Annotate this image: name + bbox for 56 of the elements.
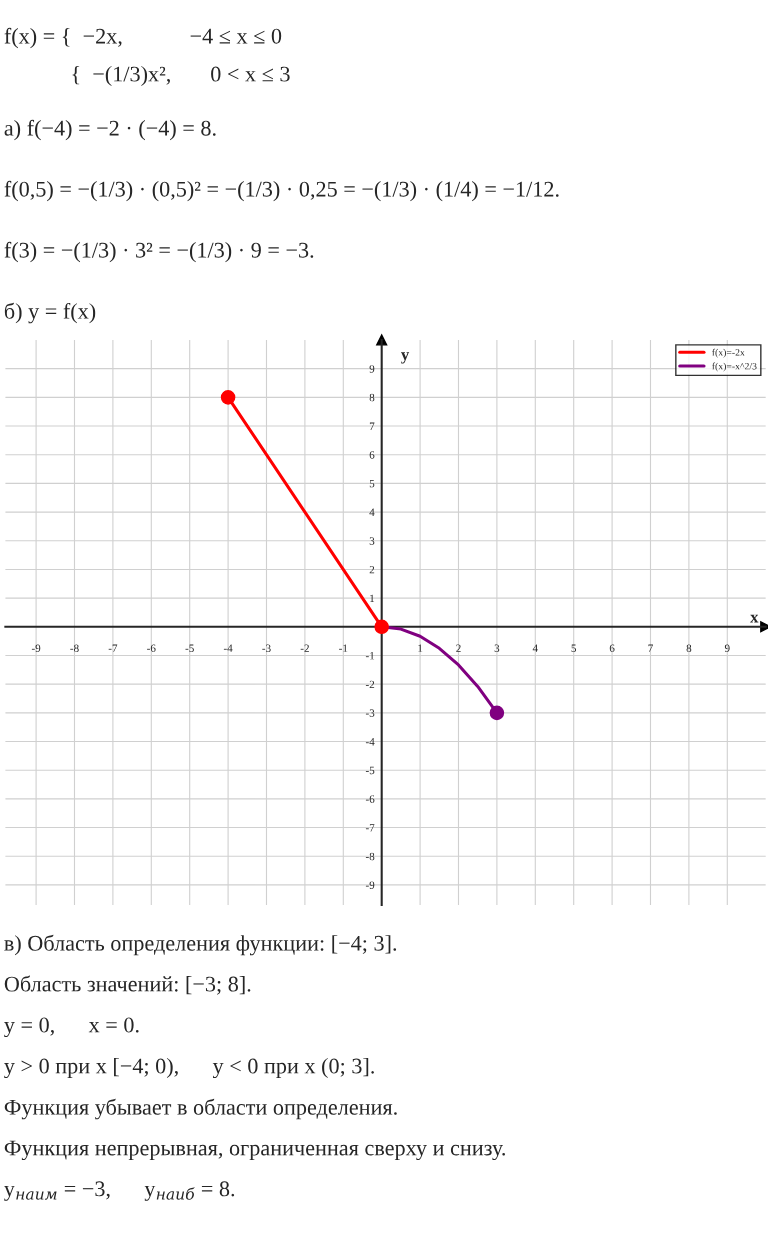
x-tick-label: -5 [185,644,194,652]
text: Область значений: [−3; 8]. [4,975,251,995]
x-tick-label: -7 [108,644,118,652]
y-tick-label: 2 [369,565,375,574]
x-tick-label: 3 [494,644,500,652]
x-tick-label: 9 [724,644,730,652]
y-tick-label: 5 [369,479,375,488]
x-tick-label: -9 [31,644,41,652]
x-tick-label: 4 [532,644,538,652]
legend-label: f(x)=-2x [712,348,745,358]
y-axis-title: y [401,352,410,364]
x-tick-label: 1 [418,644,423,652]
x-tick-label: -1 [339,644,348,652]
x-tick-label: 7 [648,644,653,652]
y-tick-label: 1 [370,594,375,602]
text: f(0,5) = −(1/3) · (0,5)² = −(1/3) · 0,25 = −(1/3) · (1/4) = −1/12. [4,180,559,202]
legend-label: f(x)=-x^2/3 [712,362,757,372]
x-tick-label: 6 [609,644,615,652]
x-tick-label: -8 [70,644,79,652]
text: y$_{наим}$ = −3, y$_{наиб}$ = 8. [4,1181,235,1201]
y-tick-label: -5 [365,766,375,775]
y-tick-label: -2 [365,680,375,689]
x-tick-label: 8 [686,644,692,652]
y-tick-label: -1 [365,652,375,660]
y-tick-label: 4 [369,508,375,516]
point [489,705,505,721]
y-tick-label: -8 [365,852,375,861]
text: Функция непрерывная, ограниченная сверху и снизу. [4,1140,505,1161]
text: а) f(−4) = −2 · (−4) = 8. [4,119,216,141]
point [374,619,389,635]
y-tick-label: -4 [365,738,375,746]
text: б) y = f(x) [4,302,96,324]
text: f(x) = { −2x, −4 ≤ x ≤ 0 [4,27,282,49]
y-tick-label: -9 [365,881,375,889]
y-tick-label: -7 [365,824,375,832]
x-tick-label: -4 [223,644,233,652]
x-tick-label: 2 [456,644,461,652]
x-tick-label: -2 [300,644,309,652]
y-tick-label: 7 [369,422,375,430]
y-tick-label: 3 [369,537,375,545]
y-tick-label: 6 [369,451,375,459]
point [220,390,236,405]
y-tick-label: 8 [369,393,375,402]
text: в) Область определения функции: [−4; 3]. [4,934,397,956]
text: y > 0 при x [−4; 0), y < 0 при x (0; 3]. [4,1057,374,1079]
text: f(3) = −(1/3) · 3² = −(1/3) · 9 = −3. [4,241,314,263]
x-tick-label: -6 [147,644,156,652]
y-tick-label: -6 [365,795,375,803]
y-tick-label: -3 [365,709,375,717]
y-tick-label: 9 [369,365,375,373]
text: { −(1/3)x², 0 < x ≤ 3 [72,65,290,87]
text: y = 0, x = 0. [4,1017,139,1038]
x-axis-title: x [750,614,759,623]
x-tick-label: 5 [571,644,577,652]
text: Функция убывает в области определения. [4,1098,397,1120]
x-tick-label: -3 [262,644,271,652]
